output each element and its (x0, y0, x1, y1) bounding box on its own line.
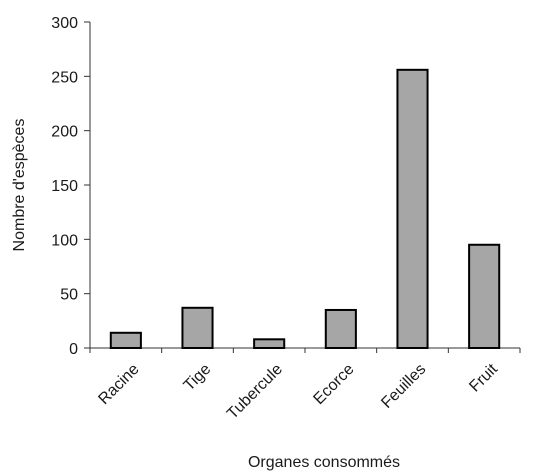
y-tick-label: 50 (60, 287, 78, 304)
bar-feuilles (396, 68, 429, 350)
x-tick-label: Racine (95, 361, 142, 408)
y-axis-title: Nombre d'espèces (11, 119, 28, 252)
x-axis-title: Organes consommés (248, 454, 400, 471)
bar-ecorce (324, 308, 357, 350)
bar-tige (181, 306, 214, 349)
x-tick-label: Tubercule (224, 361, 286, 423)
bar-tubercule (253, 338, 286, 350)
y-tick-label: 200 (51, 124, 78, 141)
x-tick-label: Ecorce (310, 361, 357, 408)
x-tick-label: Tige (181, 361, 215, 395)
y-tick-label: 150 (51, 178, 78, 195)
y-tick-label: 0 (69, 341, 78, 358)
bar-racine (109, 331, 142, 349)
bars (109, 68, 501, 350)
bar-fruit (468, 243, 501, 349)
x-tick-label: Fruit (466, 360, 501, 395)
y-tick-label: 100 (51, 232, 78, 249)
x-axis: Racine Tige Tubercule Ecorce Feuilles Fruit (89, 347, 521, 423)
y-tick-label: 300 (51, 15, 78, 32)
y-axis: 0 50 100 150 200 250 300 (51, 15, 91, 358)
x-tick-label: Feuilles (378, 361, 429, 412)
y-tick-label: 250 (51, 69, 78, 86)
